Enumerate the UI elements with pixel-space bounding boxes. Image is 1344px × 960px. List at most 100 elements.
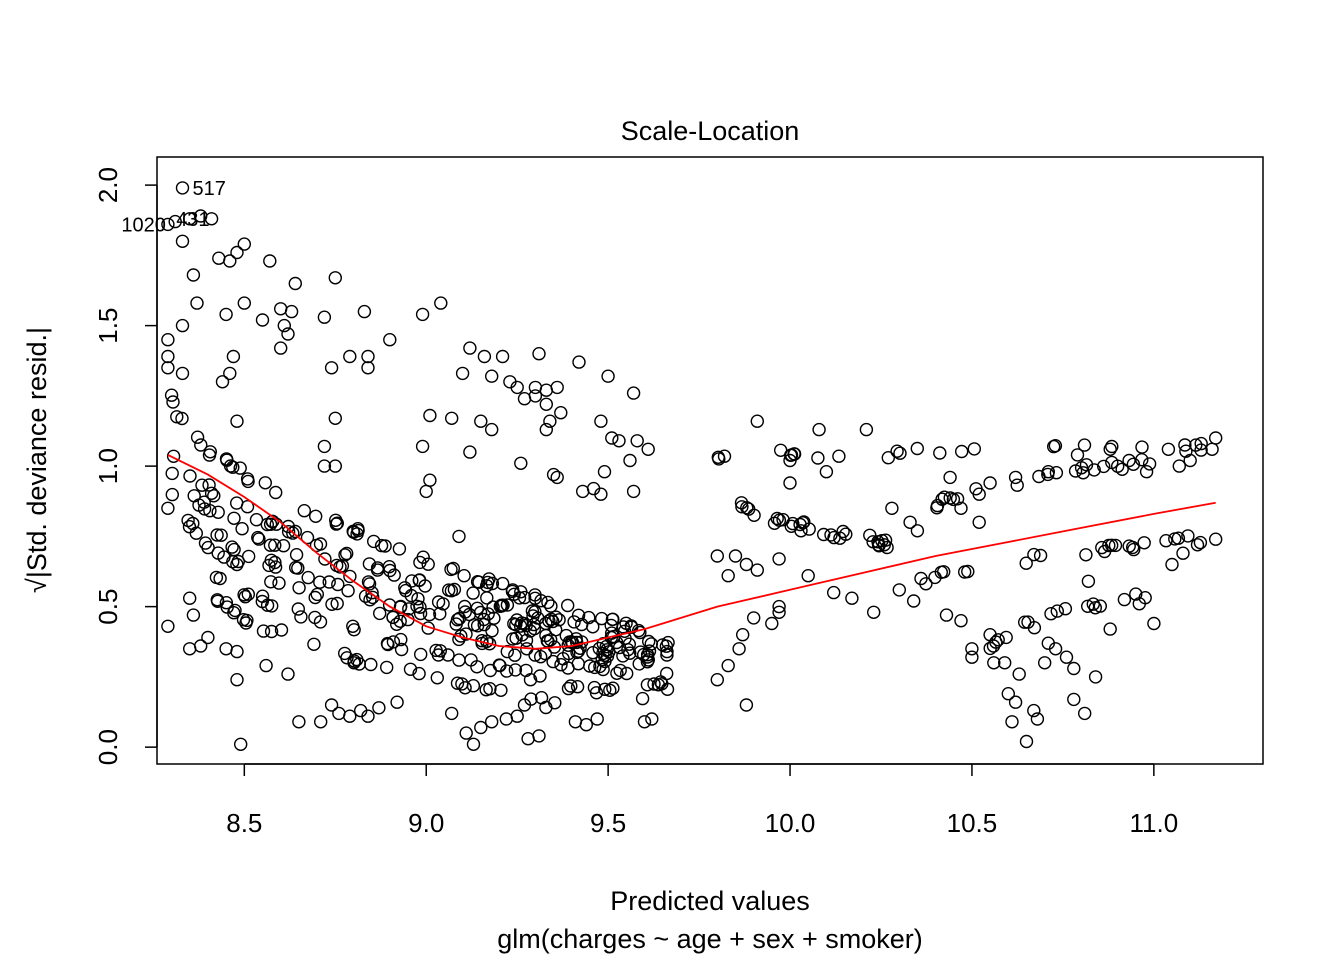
data-point (362, 577, 377, 591)
data-point (410, 599, 424, 613)
data-point (240, 500, 255, 514)
data-point (1001, 687, 1015, 701)
data-point (998, 656, 1012, 670)
data-point (330, 558, 344, 573)
data-point (710, 549, 724, 563)
data-point (202, 448, 217, 462)
data-point (268, 538, 282, 552)
data-point (594, 414, 608, 428)
data-point (314, 715, 328, 729)
x-tick-label: 10.0 (765, 808, 816, 838)
data-point (458, 599, 472, 614)
data-point (294, 610, 308, 624)
data-point (361, 349, 375, 364)
data-point (1126, 542, 1141, 557)
data-point (251, 530, 265, 545)
data-point (750, 414, 764, 428)
data-point (1081, 574, 1096, 588)
data-point (486, 600, 500, 614)
data-point (413, 555, 427, 570)
data-point (735, 500, 749, 514)
data-point (496, 576, 510, 591)
data-point (161, 217, 175, 232)
data-point (1165, 557, 1179, 572)
data-point (721, 658, 735, 673)
data-point (721, 569, 735, 583)
data-point (186, 608, 201, 622)
data-point (1059, 650, 1074, 664)
data-point (324, 361, 339, 375)
data-point (231, 554, 246, 569)
data-point (1044, 607, 1058, 621)
data-point (263, 254, 277, 268)
data-point (1077, 706, 1092, 721)
data-point (1161, 442, 1176, 456)
data-point (317, 439, 332, 454)
data-point (507, 587, 521, 601)
data-point (265, 599, 279, 613)
data-point (885, 501, 899, 515)
data-point (880, 540, 894, 555)
data-point (845, 591, 859, 605)
x-tick-label: 11.0 (1130, 808, 1179, 838)
data-point (390, 695, 404, 709)
data-point (1176, 546, 1190, 560)
data-point (832, 449, 846, 463)
data-point (514, 456, 528, 470)
x-axis: 8.5 9.0 9.5 10.0 10.5 11.0 (226, 763, 1179, 838)
data-point (441, 648, 455, 662)
data-point (201, 630, 215, 645)
data-point (473, 605, 488, 620)
data-point (186, 516, 200, 531)
data-point (485, 422, 499, 437)
data-point (268, 560, 283, 574)
data-point (1181, 529, 1195, 543)
data-point (256, 624, 271, 638)
data-point (210, 594, 225, 608)
data-point (747, 611, 761, 625)
data-point (166, 395, 180, 409)
data-point (235, 522, 249, 536)
data-point (364, 657, 378, 672)
data-point (297, 504, 311, 518)
data-point (411, 592, 425, 606)
data-point (933, 446, 947, 460)
data-point (277, 318, 291, 333)
data-point (1183, 453, 1197, 468)
chart-subtitle: glm(charges ~ age + sex + smoker) (497, 924, 922, 954)
data-point (1208, 431, 1223, 445)
data-point (871, 538, 886, 552)
data-point (161, 361, 175, 375)
data-point (477, 617, 491, 632)
data-point (794, 524, 808, 538)
data-point (736, 628, 750, 642)
data-point (227, 606, 241, 620)
data-point (824, 528, 838, 542)
data-point (383, 333, 397, 347)
data-point (161, 349, 175, 364)
point-id-label: 1020 (121, 214, 166, 236)
data-point (328, 271, 342, 285)
data-point (472, 575, 486, 589)
data-point (827, 585, 841, 600)
data-point (561, 661, 575, 675)
x-tick-label: 8.5 (226, 808, 262, 838)
data-point (452, 529, 466, 544)
data-point (620, 666, 634, 681)
smooth-line (167, 454, 1216, 650)
data-point (513, 619, 528, 633)
data-point (330, 596, 344, 611)
data-point (632, 657, 646, 671)
data-point (477, 349, 492, 364)
data-point (1172, 459, 1187, 473)
data-point (1108, 538, 1123, 553)
data-point (225, 540, 239, 554)
data-point (499, 712, 513, 726)
data-point (318, 552, 332, 566)
data-point (241, 587, 256, 601)
data-point (274, 302, 288, 316)
data-point (463, 341, 477, 355)
data-point (175, 181, 190, 195)
data-point (626, 386, 641, 400)
data-point (647, 677, 661, 691)
